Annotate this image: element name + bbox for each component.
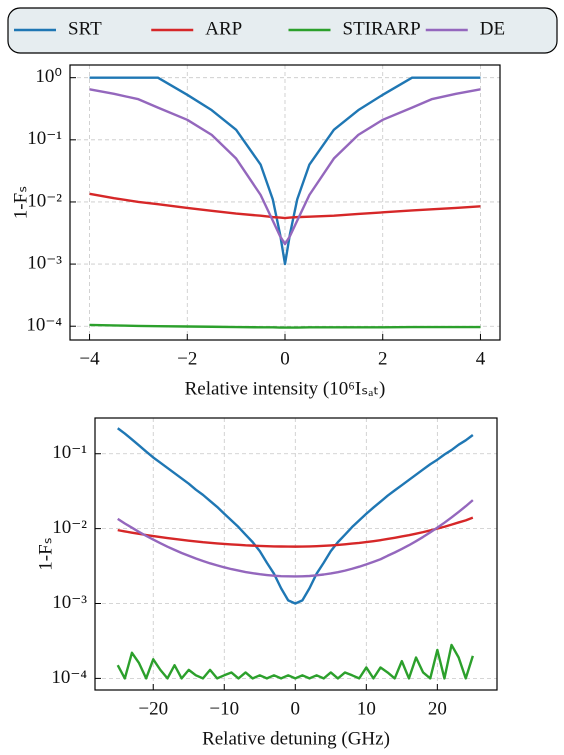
legend-label: SRT [68, 18, 102, 39]
y-tick-label: 10⁻³ [52, 592, 87, 613]
y-tick-label: 10⁻⁴ [26, 315, 62, 336]
legend-label: ARP [205, 18, 242, 39]
x-axis-label: Relative detuning (GHz) [202, 728, 390, 749]
x-tick-label: −10 [209, 698, 239, 719]
y-tick-label: 10⁻² [52, 517, 87, 538]
series-line [116, 643, 474, 680]
x-tick-label: −2 [177, 348, 197, 369]
y-tick-label: 10⁰ [35, 66, 62, 87]
legend-label: STIRARP [343, 18, 421, 39]
y-tick-label: 10⁻¹ [27, 128, 62, 149]
series-line [89, 76, 481, 266]
plot-frame [94, 417, 498, 691]
y-tick-label: 10⁻² [27, 190, 62, 211]
y-axis-label: 1-Fₛ [10, 186, 31, 219]
x-tick-label: −20 [138, 698, 168, 719]
legend-box [7, 7, 558, 54]
x-tick-label: 0 [291, 698, 301, 719]
x-tick-label: 20 [428, 698, 447, 719]
y-tick-label: 10⁻⁴ [51, 667, 87, 688]
x-tick-label: −4 [79, 348, 100, 369]
series-line [117, 427, 474, 605]
x-axis-label: Relative intensity (10⁶Iₛₐₜ) [185, 378, 386, 399]
series-line [89, 323, 481, 329]
series-line [89, 88, 481, 246]
y-axis-label: 1-Fₛ [35, 537, 56, 570]
y-tick-label: 10⁻³ [27, 252, 62, 273]
legend-label: DE [480, 18, 505, 39]
plot-frame [69, 64, 501, 341]
x-tick-label: 4 [476, 348, 486, 369]
series-line [117, 499, 474, 578]
x-tick-label: 10 [357, 698, 376, 719]
series-line [89, 192, 481, 220]
series-line [117, 516, 474, 548]
x-tick-label: 2 [378, 348, 388, 369]
x-tick-label: 0 [280, 348, 290, 369]
y-tick-label: 10⁻¹ [52, 442, 87, 463]
